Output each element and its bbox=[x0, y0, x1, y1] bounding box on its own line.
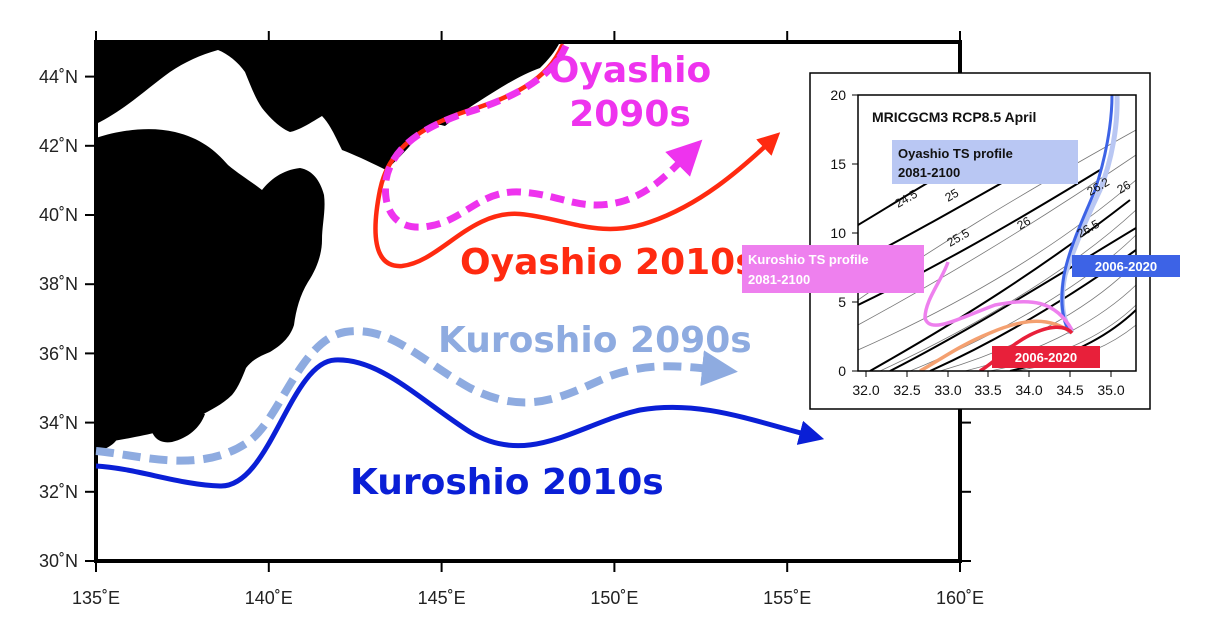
sigma-label: 25 bbox=[943, 186, 962, 205]
lon-tick-label: 145˚E bbox=[418, 588, 466, 608]
kuroshio-2010s-label: Kuroshio 2010s bbox=[350, 462, 664, 503]
hokkaido-land bbox=[96, 42, 560, 170]
inset-x-tick-label: 34.0 bbox=[1015, 382, 1042, 398]
kuroshio-extra-profile bbox=[919, 319, 1074, 371]
sakhalin-land bbox=[300, 42, 345, 58]
inset-x-tick-label: 32.0 bbox=[852, 382, 879, 398]
current-labels: Oyashio 2090s Oyashio 2010s Kuroshio 209… bbox=[350, 50, 757, 503]
oyashio-profile-label-box bbox=[892, 140, 1078, 184]
lon-tick-label: 160˚E bbox=[936, 588, 984, 608]
inset-y-tick-labels: 0 5 10 15 20 bbox=[830, 87, 846, 379]
inset-x-tick-label: 35.0 bbox=[1097, 382, 1124, 398]
map-panel: 135˚E 140˚E 145˚E 150˚E 155˚E 160˚E 30˚N… bbox=[39, 31, 984, 608]
oyashio-2090s-path bbox=[381, 44, 703, 231]
oyashio-profile-label: 2081-2100 bbox=[898, 165, 960, 180]
oyashio-2006-label-box bbox=[1072, 255, 1180, 277]
lon-tick-labels: 135˚E 140˚E 145˚E 150˚E 155˚E 160˚E bbox=[72, 588, 984, 608]
oyashio-profile-label: Oyashio TS profile bbox=[898, 146, 1013, 161]
lat-tick-label: 42˚N bbox=[39, 136, 78, 156]
lon-tick-label: 140˚E bbox=[245, 588, 293, 608]
kuroshio-2081-2100-profile bbox=[923, 261, 1074, 331]
lon-tick-label: 135˚E bbox=[72, 588, 120, 608]
ts-diagram-inset: 24.5 25 25.5 26 26.2 26.5 26 32.0 3 bbox=[742, 72, 1180, 410]
lat-tick-labels: 30˚N 32˚N 34˚N 36˚N 38˚N 40˚N 42˚N 44˚N bbox=[39, 67, 78, 571]
oyashio-2090s-label: 2090s bbox=[569, 94, 691, 135]
inset-title: MRICGCM3 RCP8.5 April bbox=[872, 109, 1036, 125]
lat-tick-label: 34˚N bbox=[39, 413, 78, 433]
lat-tick-label: 30˚N bbox=[39, 551, 78, 571]
sigma-label: 26 bbox=[1115, 178, 1134, 197]
inset-y-tick-label: 5 bbox=[838, 294, 846, 310]
lon-tick-label: 155˚E bbox=[763, 588, 811, 608]
kuroshio-2090s-path bbox=[95, 327, 738, 465]
kyushu-land bbox=[96, 430, 120, 452]
kuroshio-profile-label: 2081-2100 bbox=[748, 272, 810, 287]
oyashio-2006-label: 2006-2020 bbox=[1095, 259, 1157, 274]
kuroshio-2090s-label: Kuroshio 2090s bbox=[438, 320, 752, 361]
lat-tick-label: 36˚N bbox=[39, 344, 78, 364]
kuroshio-profile-label-box bbox=[742, 245, 924, 293]
kuroshio-profile-label: Kuroshio TS profile bbox=[748, 252, 869, 267]
current-paths bbox=[95, 43, 825, 489]
map-ticks bbox=[85, 31, 971, 572]
lat-tick-label: 32˚N bbox=[39, 482, 78, 502]
landmass bbox=[96, 42, 560, 452]
inset-x-tick-label: 33.5 bbox=[974, 382, 1001, 398]
shikoku-land bbox=[150, 412, 205, 443]
sigma-label: 26 bbox=[1015, 214, 1034, 233]
oyashio-2090s-label: Oyashio bbox=[549, 50, 712, 91]
inset-y-tick-label: 20 bbox=[830, 87, 846, 103]
inset-ticks bbox=[852, 94, 1112, 377]
inset-x-tick-label: 33.0 bbox=[934, 382, 961, 398]
kuroshio-2010s-path bbox=[95, 357, 825, 489]
oyashio-2010s-label: Oyashio 2010s bbox=[460, 242, 757, 283]
korea-land bbox=[96, 42, 120, 128]
inset-x-tick-label: 32.5 bbox=[893, 382, 920, 398]
lat-tick-label: 38˚N bbox=[39, 274, 78, 294]
lat-tick-label: 40˚N bbox=[39, 205, 78, 225]
inset-y-tick-label: 15 bbox=[830, 156, 846, 172]
inset-x-tick-labels: 32.0 32.5 33.0 33.5 34.0 34.5 35.0 bbox=[852, 382, 1124, 398]
inset-x-tick-label: 34.5 bbox=[1056, 382, 1083, 398]
oyashio-2006-2020-profile bbox=[1060, 95, 1114, 334]
inset-y-tick-label: 0 bbox=[838, 363, 846, 379]
honshu-land bbox=[96, 129, 325, 444]
kuroshio-2006-label-box bbox=[992, 346, 1100, 368]
lat-tick-label: 44˚N bbox=[39, 67, 78, 87]
kuroshio-2006-label: 2006-2020 bbox=[1015, 350, 1077, 365]
inset-y-tick-label: 10 bbox=[830, 225, 846, 241]
lon-tick-label: 150˚E bbox=[590, 588, 638, 608]
